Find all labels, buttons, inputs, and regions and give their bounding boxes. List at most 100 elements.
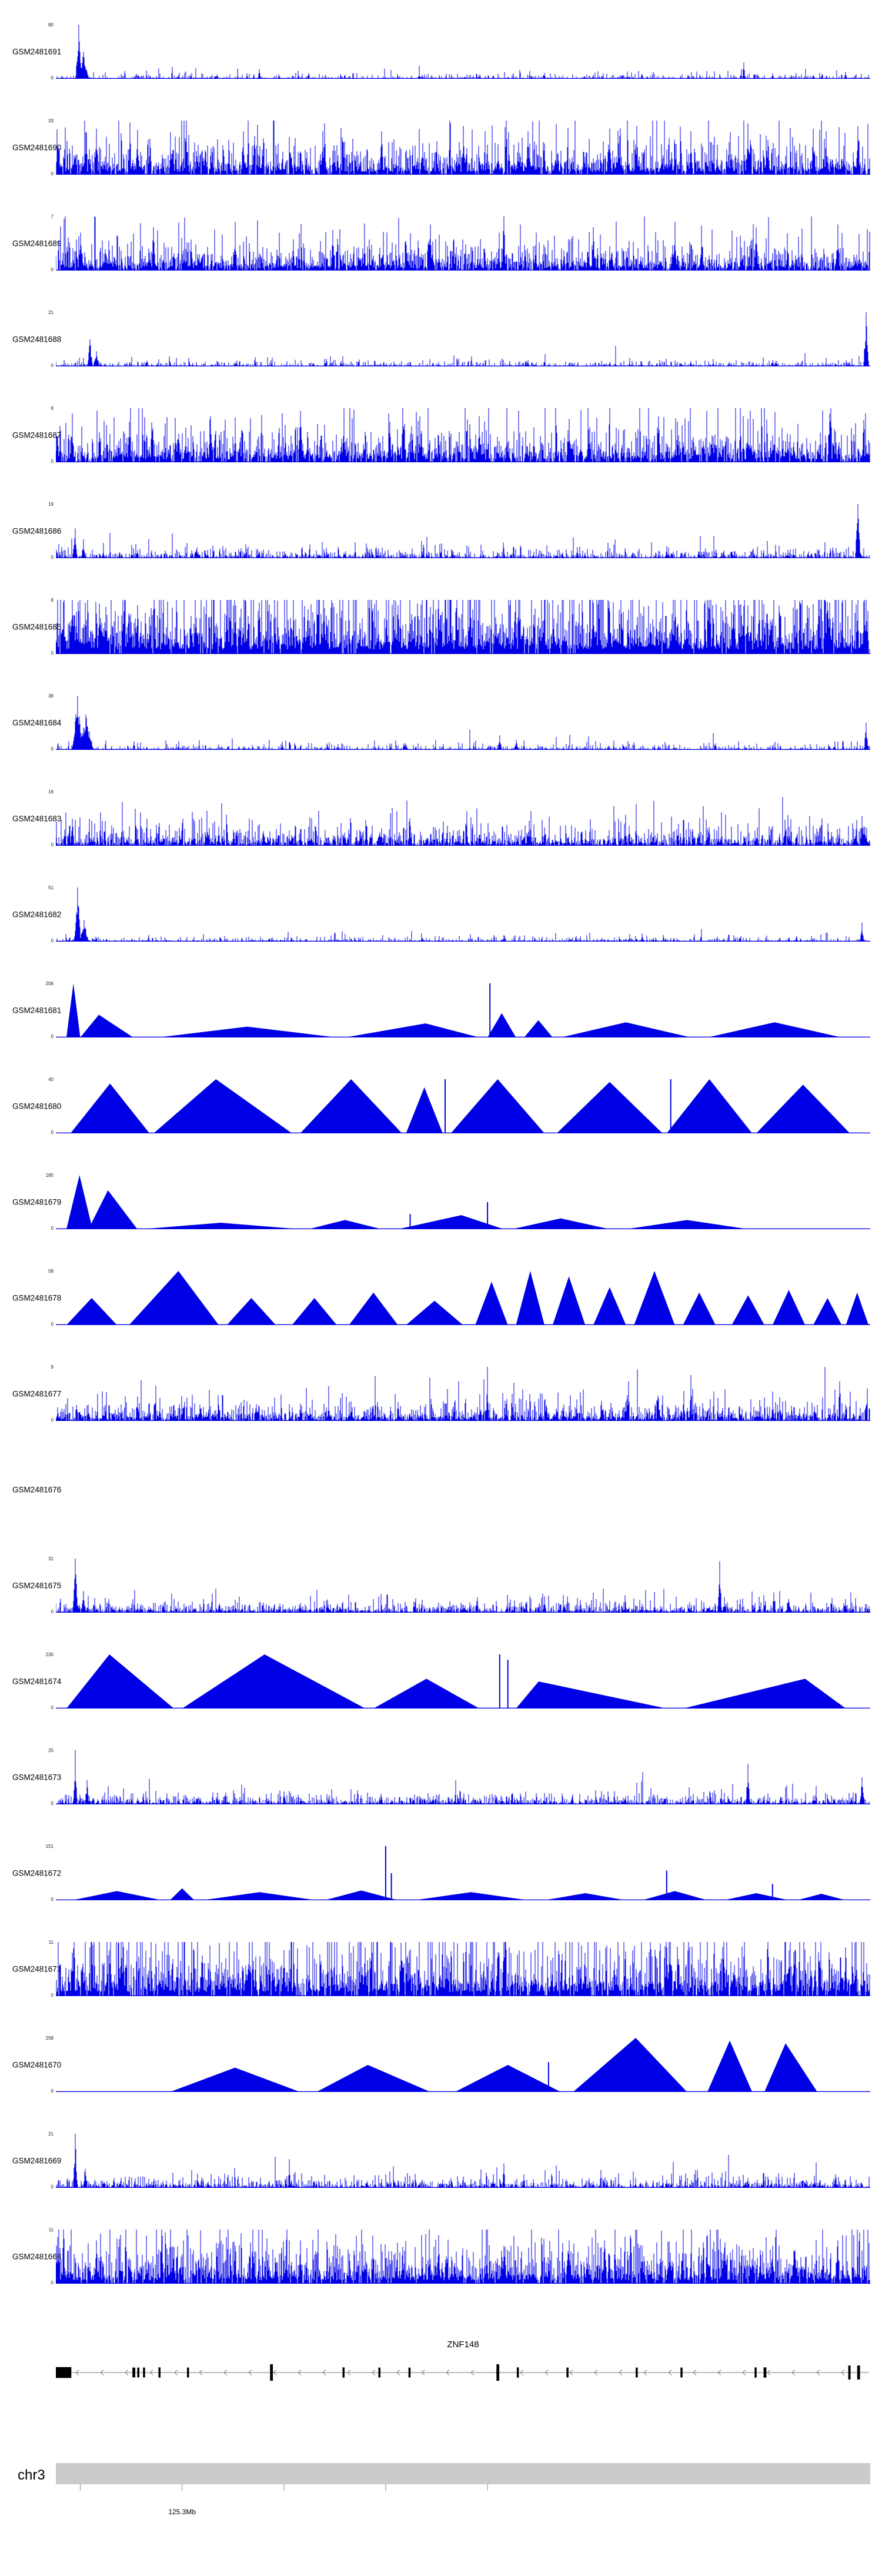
track-row: GSM2481684 38 0 (0, 677, 882, 773)
genome-position-label: 125.3Mb (168, 2508, 196, 2516)
y-axis-max-label: 21 (48, 310, 54, 315)
y-axis-max-label: 33 (48, 118, 54, 124)
coverage-signal (56, 504, 870, 558)
signal-plot: 51 0 (48, 886, 870, 943)
coverage-signal (56, 696, 870, 750)
y-axis-min-label: 0 (51, 555, 54, 560)
y-axis-min-label: 0 (51, 1609, 54, 1614)
y-axis-max-label: 25 (48, 1748, 54, 1753)
track-row: GSM2481685 8 0 (0, 581, 882, 677)
y-axis-min-label: 0 (51, 650, 54, 656)
track-label: GSM2481680 (12, 1102, 62, 1111)
y-axis-max-label: 80 (48, 22, 54, 28)
y-axis-min-label: 0 (51, 842, 54, 847)
chromosome-track: chr3 125.3Mb (0, 2452, 882, 2576)
track-row: GSM2481679 185 0 (0, 1156, 882, 1252)
track-label: GSM2481672 (12, 1868, 62, 1878)
track-row: GSM2481688 21 0 (0, 293, 882, 389)
signal-plot: 235 0 (46, 1653, 870, 1710)
y-axis-min-label: 0 (51, 1801, 54, 1806)
track-row: GSM2481672 151 0 (0, 1827, 882, 1923)
coverage-signal (56, 2134, 870, 2188)
y-axis-min-label: 0 (51, 459, 54, 464)
track-row: GSM2481680 40 0 (0, 1060, 882, 1156)
y-axis-min-label: 0 (51, 1897, 54, 1902)
track-label: GSM2481682 (12, 910, 62, 919)
signal-plot: 11 0 (49, 1940, 870, 1998)
signal-plot: 151 0 (46, 1844, 870, 1902)
signal-plot: 21 0 (48, 2132, 870, 2190)
y-axis-max-label: 21 (48, 2131, 54, 2137)
coverage-signal (56, 887, 870, 942)
coverage-signal (56, 2038, 870, 2092)
y-axis-min-label: 0 (51, 171, 54, 176)
y-axis-max-label: 16 (48, 789, 54, 795)
chromosome-bar-area: 125.3Mb (56, 2463, 870, 2551)
signal-plot: 33 0 (48, 119, 870, 176)
coverage-signal (56, 121, 870, 175)
track-label: GSM2481677 (12, 1389, 62, 1399)
chromosome-ideogram-bar (56, 2463, 870, 2484)
y-axis-min-label: 0 (51, 2280, 54, 2285)
y-axis-max-label: 258 (45, 2036, 54, 2041)
track-row: GSM2481689 7 0 (0, 198, 882, 293)
gene-track: ZNF148 (0, 2334, 882, 2422)
y-axis-min-label: 0 (51, 938, 54, 943)
coverage-signal (56, 1079, 870, 1133)
track-label: GSM2481673 (12, 1773, 62, 1782)
track-row: GSM2481691 80 0 (0, 6, 882, 102)
y-axis-min-label: 0 (51, 1322, 54, 1327)
y-axis-min-label: 0 (51, 1226, 54, 1231)
y-axis-max-label: 8 (51, 598, 54, 603)
signal-plot: 40 0 (48, 1077, 870, 1135)
coverage-tracks-container: GSM2481691 80 0 GSM2481690 33 0 GSM2481689 7 0 GS… (0, 6, 882, 2307)
signal-plot: 11 0 (49, 2228, 870, 2285)
y-axis-max-label: 151 (45, 1844, 54, 1849)
y-axis-min-label: 0 (51, 267, 54, 272)
signal-plot: 16 0 (48, 790, 870, 847)
coverage-signal (56, 216, 870, 271)
y-axis-min-label: 0 (51, 746, 54, 752)
track-label: GSM2481683 (12, 814, 62, 823)
track-row: GSM2481683 16 0 (0, 773, 882, 869)
coverage-signal (56, 983, 870, 1037)
signal-plot: 25 0 (48, 1749, 870, 1806)
y-axis-min-label: 0 (51, 1130, 54, 1135)
y-axis-max-label: 185 (45, 1173, 54, 1178)
y-axis-max-label: 206 (45, 981, 54, 986)
y-axis-max-label: 51 (48, 885, 54, 890)
track-label: GSM2481690 (12, 143, 62, 152)
track-label: GSM2481686 (12, 526, 62, 536)
track-label: GSM2481687 (12, 431, 62, 440)
track-row: GSM2481668 11 0 (0, 2211, 882, 2307)
track-row: GSM2481678 58 0 (0, 1252, 882, 1348)
coverage-signal (56, 600, 870, 654)
track-row: GSM2481671 11 0 (0, 1923, 882, 2019)
coverage-signal (56, 1942, 870, 1996)
coverage-signal (56, 1846, 870, 1900)
track-row: GSM2481676 (0, 1444, 882, 1540)
y-axis-min-label: 0 (51, 2088, 54, 2094)
track-label: GSM2481679 (12, 1197, 62, 1207)
track-row: GSM2481677 9 0 (0, 1348, 882, 1444)
signal-plot: 31 0 (48, 1557, 870, 1614)
signal-plot: 21 0 (48, 311, 870, 368)
y-axis-min-label: 0 (51, 1993, 54, 1998)
y-axis-min-label: 0 (51, 363, 54, 368)
signal-plot: 19 0 (48, 502, 870, 560)
track-row: GSM2481682 51 0 (0, 869, 882, 965)
track-label: GSM2481675 (12, 1581, 62, 1590)
track-label: GSM2481691 (12, 47, 62, 56)
track-label: GSM2481670 (12, 2060, 62, 2070)
coverage-signal (56, 2230, 870, 2284)
coverage-signal (56, 1175, 870, 1229)
coverage-signal (56, 25, 870, 79)
track-label: GSM2481681 (12, 1006, 62, 1015)
track-label: GSM2481676 (12, 1485, 62, 1494)
track-row: GSM2481687 8 0 (0, 389, 882, 485)
y-axis-max-label: 11 (48, 2227, 54, 2233)
track-row: GSM2481681 206 0 (0, 965, 882, 1060)
